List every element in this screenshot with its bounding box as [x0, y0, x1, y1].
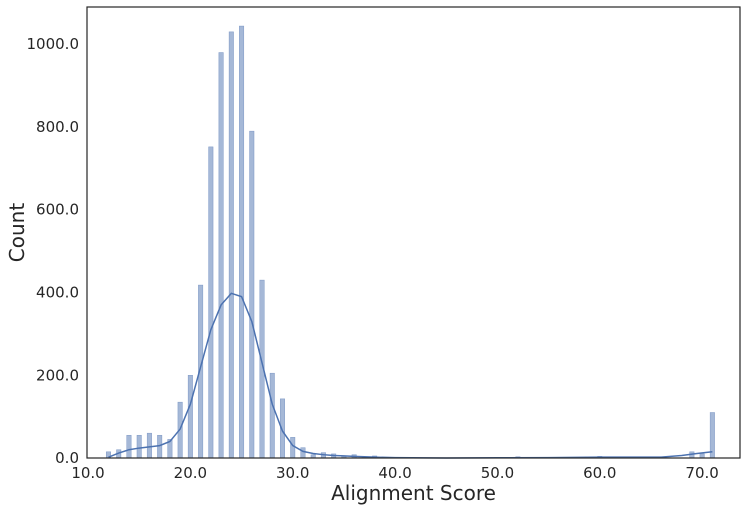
y-tick-label: 1000.0 [27, 35, 80, 53]
y-tick-label: 0.0 [55, 449, 79, 467]
histogram-bar-13 [239, 25, 245, 459]
histogram-bar-10 [208, 146, 214, 459]
histogram-bar-11 [218, 52, 224, 459]
histogram-bar-19 [300, 447, 306, 459]
x-axis-ticks: 10.0 20.0 30.0 40.0 50.0 60.0 70.0 [71, 464, 719, 482]
histogram-bar-3 [136, 434, 142, 459]
histogram-bar-8 [187, 375, 193, 459]
y-tick-label: 600.0 [36, 201, 79, 219]
x-tick-label: 20.0 [174, 464, 207, 482]
x-tick-label: 60.0 [583, 464, 616, 482]
y-tick-label: 800.0 [36, 118, 79, 136]
x-tick-label: 70.0 [685, 464, 718, 482]
histogram-bar-4 [146, 432, 152, 459]
y-tick-label: 400.0 [36, 284, 79, 302]
histogram-bar-32 [699, 453, 705, 459]
histogram-bar-18 [290, 437, 296, 459]
y-tick-label: 200.0 [36, 366, 79, 384]
plot-frame [86, 6, 741, 459]
histogram-bar-33 [709, 412, 715, 459]
histogram-bar-2 [126, 434, 132, 459]
x-tick-label: 50.0 [481, 464, 514, 482]
histogram-bars [105, 25, 715, 459]
y-axis-label: Count [5, 203, 29, 263]
x-tick-label: 30.0 [276, 464, 309, 482]
x-axis-label: Alignment Score [331, 481, 496, 505]
histogram-bar-12 [228, 31, 234, 459]
histogram-bar-14 [249, 130, 255, 459]
x-tick-label: 40.0 [378, 464, 411, 482]
x-tick-label: 10.0 [71, 464, 104, 482]
histogram-bar-5 [157, 434, 163, 459]
histogram-bar-16 [269, 372, 275, 459]
y-axis-ticks: 0.0 200.0 400.0 600.0 800.0 1000.0 [27, 35, 80, 467]
